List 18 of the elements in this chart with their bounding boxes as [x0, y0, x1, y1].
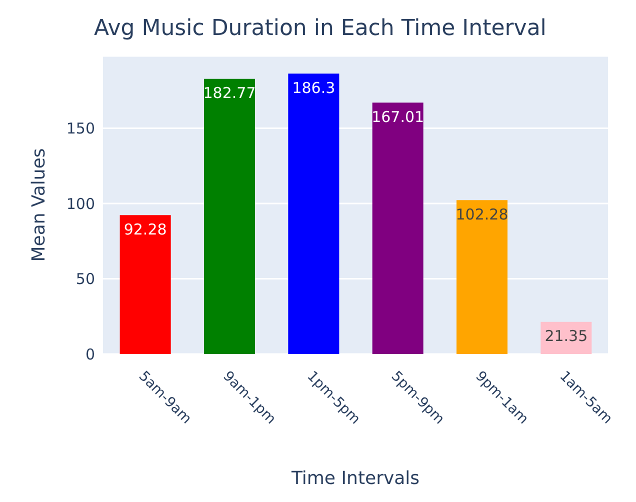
data-label: 92.28	[124, 220, 167, 238]
chart-title: Avg Music Duration in Each Time Interval	[94, 16, 546, 41]
bar	[456, 200, 508, 354]
bar	[204, 78, 255, 354]
x-axis-title: Time Intervals	[290, 468, 420, 489]
y-tick-label: 150	[66, 120, 95, 138]
y-tick-label: 50	[76, 270, 95, 288]
data-label: 186.3	[292, 78, 336, 97]
bar	[288, 74, 340, 354]
data-label: 21.35	[544, 327, 588, 346]
bar	[120, 215, 171, 354]
data-label: 182.77	[203, 84, 256, 102]
bar	[372, 102, 424, 354]
data-label: 167.01	[372, 108, 424, 126]
y-tick-label: 100	[66, 194, 95, 213]
y-axis-title: Mean Values	[28, 148, 50, 262]
y-tick-label: 0	[85, 345, 95, 364]
data-label: 102.28	[456, 205, 508, 224]
